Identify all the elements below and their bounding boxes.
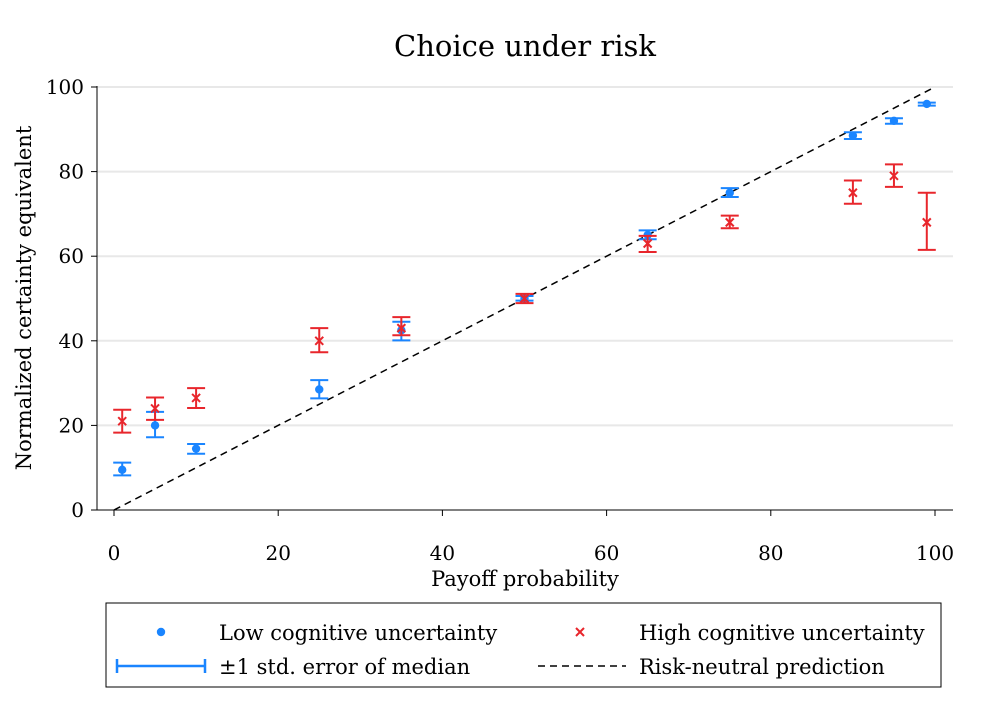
y-axis-label: Normalized certainty equivalent <box>12 125 36 470</box>
high-point-x1 <box>117 416 127 426</box>
chart-title: Choice under risk <box>394 29 656 63</box>
legend-high-label: High cognitive uncertainty <box>639 621 925 645</box>
x-axis-label: Payoff probability <box>431 567 619 591</box>
y-tick-label-100: 100 <box>46 75 84 99</box>
high-point-x35 <box>396 323 407 333</box>
legend-low-marker <box>156 627 166 637</box>
legend-high-marker <box>575 627 585 637</box>
legend-low-label: Low cognitive uncertainty <box>219 621 497 645</box>
low-point-x99 <box>922 99 931 109</box>
gridlines <box>97 86 953 427</box>
high-point-x5 <box>150 403 160 414</box>
y-tick-label-80: 80 <box>59 160 84 184</box>
y-tick-label-40: 40 <box>59 329 84 353</box>
x-tick-label-40: 40 <box>430 541 455 565</box>
high-point-x75 <box>725 217 735 228</box>
plot-area <box>113 86 936 511</box>
axis-ticks: 0 20 40 60 80 100 0 20 40 60 80 100 <box>46 75 954 565</box>
low-point-x95 <box>889 116 899 126</box>
x-tick-label-80: 80 <box>758 541 783 565</box>
low-point-x25 <box>315 385 324 394</box>
high-point-x90 <box>848 188 858 198</box>
high-point-x65 <box>642 238 653 249</box>
high-point-x50 <box>519 293 530 304</box>
x-tick-label-20: 20 <box>265 541 290 565</box>
high-errorbar-x35 <box>392 316 411 337</box>
x-tick-label-60: 60 <box>594 541 619 565</box>
x-tick-label-100: 100 <box>916 541 954 565</box>
low-point-x5 <box>150 421 160 430</box>
legend-errorbar-marker <box>115 659 207 673</box>
low-point-x1 <box>118 465 127 475</box>
y-tick-label-20: 20 <box>59 413 84 437</box>
low-point-x90 <box>848 131 858 140</box>
low-point-x10 <box>191 444 201 453</box>
high-point-x10 <box>191 393 201 403</box>
legend-reference-label: Risk-neutral prediction <box>639 655 885 679</box>
legend-box <box>105 602 942 688</box>
legend-errorbar-label: ±1 std. error of median <box>219 655 470 679</box>
low-point-x75 <box>725 188 734 197</box>
legend: Low cognitive uncertainty High cognitive… <box>105 602 942 688</box>
x-tick-label-0: 0 <box>108 541 121 565</box>
y-tick-label-60: 60 <box>59 244 84 268</box>
high-point-x25 <box>314 336 324 346</box>
high-point-x99 <box>922 217 932 228</box>
high-point-x95 <box>889 171 899 181</box>
y-tick-label-0: 0 <box>71 498 84 522</box>
